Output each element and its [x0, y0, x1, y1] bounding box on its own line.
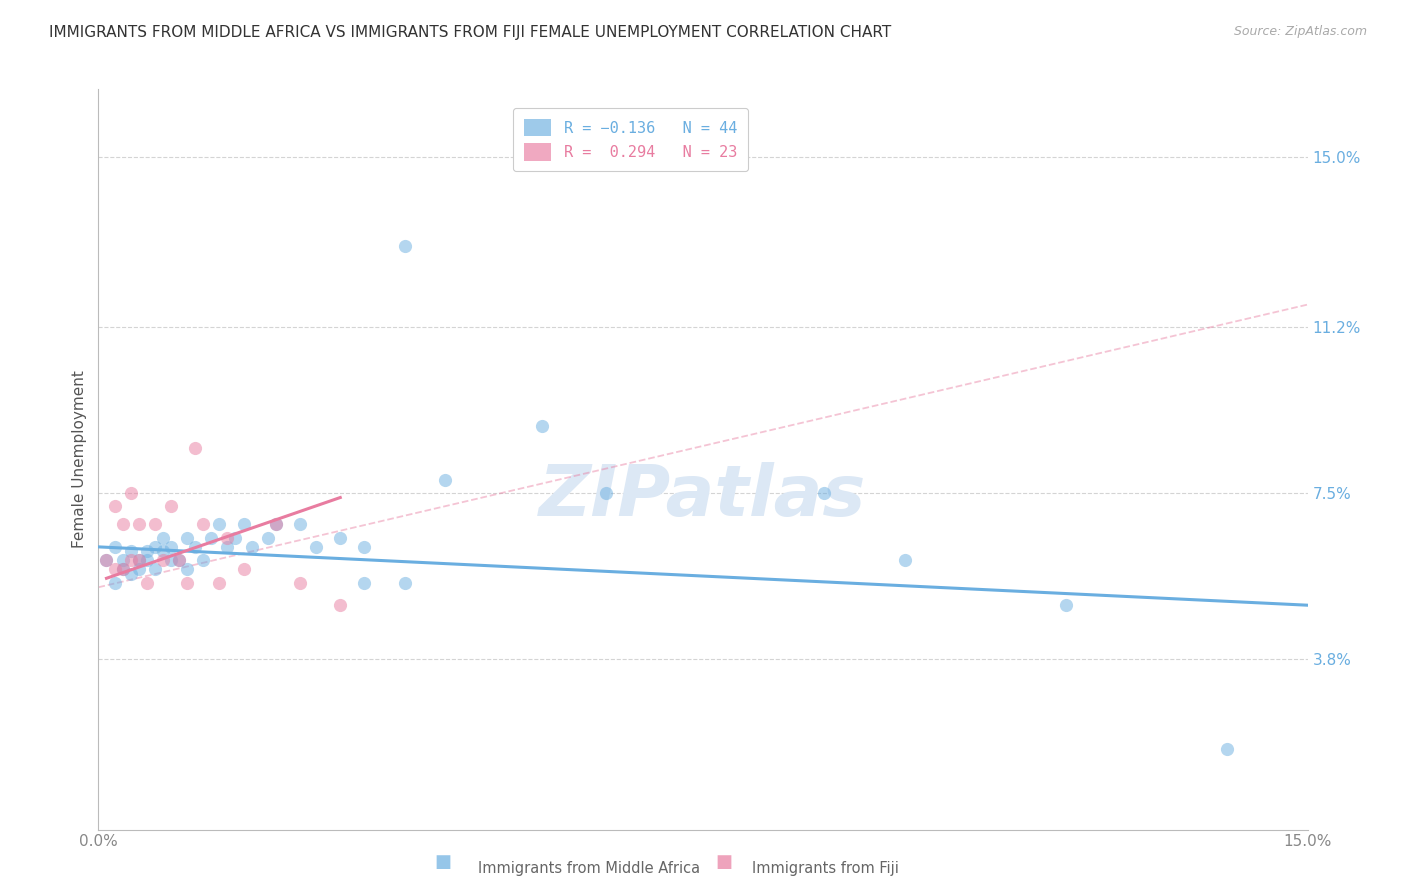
- Point: [434, 473, 457, 487]
- Point: [208, 575, 231, 590]
- Text: ■: ■: [434, 854, 451, 871]
- Point: [264, 517, 287, 532]
- Point: [232, 562, 254, 576]
- Point: [232, 517, 254, 532]
- Point: [111, 553, 134, 567]
- Text: Immigrants from Middle Africa: Immigrants from Middle Africa: [478, 861, 700, 876]
- Point: [103, 500, 125, 514]
- Text: Immigrants from Fiji: Immigrants from Fiji: [752, 861, 898, 876]
- Point: [256, 531, 278, 545]
- Point: [595, 486, 617, 500]
- Text: Source: ZipAtlas.com: Source: ZipAtlas.com: [1233, 25, 1367, 38]
- Point: [193, 517, 215, 532]
- Point: [288, 575, 311, 590]
- Point: [176, 562, 198, 576]
- Point: [143, 562, 166, 576]
- Point: [120, 486, 142, 500]
- Point: [893, 553, 915, 567]
- Text: IMMIGRANTS FROM MIDDLE AFRICA VS IMMIGRANTS FROM FIJI FEMALE UNEMPLOYMENT CORREL: IMMIGRANTS FROM MIDDLE AFRICA VS IMMIGRA…: [49, 25, 891, 40]
- Point: [96, 553, 118, 567]
- Legend: R = −0.136   N = 44, R =  0.294   N = 23: R = −0.136 N = 44, R = 0.294 N = 23: [513, 108, 748, 171]
- Point: [813, 486, 835, 500]
- Point: [96, 553, 118, 567]
- Point: [143, 517, 166, 532]
- Point: [264, 517, 287, 532]
- Point: [160, 500, 183, 514]
- Point: [353, 540, 375, 554]
- Point: [176, 575, 198, 590]
- Text: ■: ■: [716, 854, 733, 871]
- Point: [135, 544, 157, 558]
- Point: [200, 531, 222, 545]
- Point: [111, 517, 134, 532]
- Point: [1216, 741, 1239, 756]
- Point: [176, 531, 198, 545]
- Point: [103, 540, 125, 554]
- Point: [329, 598, 352, 612]
- Point: [184, 441, 207, 455]
- Point: [152, 553, 174, 567]
- Point: [329, 531, 352, 545]
- Point: [111, 562, 134, 576]
- Point: [184, 540, 207, 554]
- Point: [103, 562, 125, 576]
- Point: [353, 575, 375, 590]
- Point: [120, 544, 142, 558]
- Point: [120, 553, 142, 567]
- Point: [128, 517, 150, 532]
- Text: ZIPatlas: ZIPatlas: [540, 462, 866, 531]
- Y-axis label: Female Unemployment: Female Unemployment: [72, 370, 87, 549]
- Point: [224, 531, 246, 545]
- Point: [394, 575, 416, 590]
- Point: [152, 531, 174, 545]
- Point: [120, 566, 142, 581]
- Point: [160, 553, 183, 567]
- Point: [530, 418, 553, 433]
- Point: [240, 540, 263, 554]
- Point: [167, 553, 190, 567]
- Point: [167, 553, 190, 567]
- Point: [135, 575, 157, 590]
- Point: [394, 239, 416, 253]
- Point: [160, 540, 183, 554]
- Point: [305, 540, 328, 554]
- Point: [143, 540, 166, 554]
- Point: [135, 553, 157, 567]
- Point: [217, 531, 239, 545]
- Point: [193, 553, 215, 567]
- Point: [217, 540, 239, 554]
- Point: [128, 553, 150, 567]
- Point: [111, 562, 134, 576]
- Point: [288, 517, 311, 532]
- Point: [103, 575, 125, 590]
- Point: [128, 553, 150, 567]
- Point: [208, 517, 231, 532]
- Point: [1054, 598, 1077, 612]
- Point: [128, 562, 150, 576]
- Point: [152, 544, 174, 558]
